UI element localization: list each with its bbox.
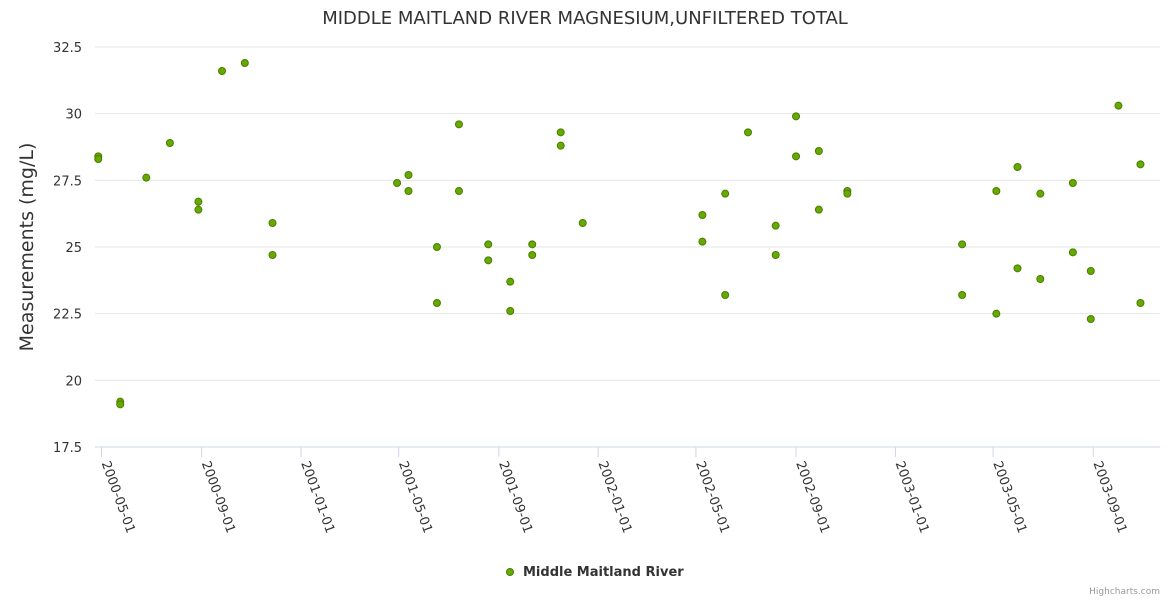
axes [95, 446, 1160, 457]
data-point[interactable] [94, 155, 103, 163]
legend-marker-icon [506, 568, 514, 576]
y-axis-tick-labels: 17.5 20 22.5 25 27.5 30 32.5 [53, 41, 82, 456]
y-axis-title: Measurements (mg/L) [16, 143, 38, 352]
data-point[interactable] [792, 112, 801, 121]
y-tick-label: 25 [65, 241, 82, 256]
data-point[interactable] [556, 128, 565, 137]
data-point[interactable] [1114, 101, 1123, 110]
credits-link[interactable]: Highcharts.com [1089, 587, 1160, 597]
data-point[interactable] [240, 59, 249, 67]
data-point[interactable] [958, 240, 967, 249]
data-point[interactable] [528, 251, 537, 259]
data-point[interactable] [744, 128, 753, 137]
data-point[interactable] [1036, 189, 1045, 198]
data-point[interactable] [992, 309, 1001, 318]
data-point[interactable] [843, 189, 852, 198]
data-point[interactable] [404, 171, 413, 179]
data-point[interactable] [393, 179, 402, 187]
y-tick-label: 30 [65, 108, 82, 123]
y-tick-label: 32.5 [53, 41, 82, 56]
data-point[interactable] [556, 141, 565, 150]
data-point[interactable] [721, 189, 730, 198]
data-point[interactable] [484, 256, 493, 265]
data-point[interactable] [1136, 160, 1145, 169]
data-point[interactable] [454, 120, 463, 129]
data-point[interactable] [814, 205, 823, 214]
data-point[interactable] [404, 187, 413, 195]
chart-title: MIDDLE MAITLAND RIVER MAGNESIUM,UNFILTER… [322, 8, 848, 29]
data-point[interactable] [142, 173, 151, 182]
data-point[interactable] [771, 221, 780, 230]
data-point[interactable] [528, 240, 537, 249]
data-point[interactable] [792, 152, 801, 161]
data-point[interactable] [268, 219, 277, 227]
data-point[interactable] [1036, 275, 1045, 283]
data-points [94, 59, 1145, 409]
y-tick-label: 27.5 [53, 174, 82, 189]
data-point[interactable] [194, 205, 203, 214]
data-point[interactable] [958, 291, 967, 299]
data-point[interactable] [1068, 179, 1077, 187]
data-point[interactable] [484, 240, 493, 249]
data-point[interactable] [506, 307, 515, 315]
data-point[interactable] [1068, 248, 1077, 257]
data-point[interactable] [578, 219, 587, 227]
legend[interactable]: Middle Maitland River [506, 565, 685, 580]
y-tick-label: 17.5 [53, 441, 82, 456]
data-point[interactable] [814, 147, 823, 155]
y-tick-label: 22.5 [53, 308, 82, 323]
grid-lines [95, 46, 1160, 381]
data-point[interactable] [721, 291, 730, 299]
data-point[interactable] [992, 187, 1001, 195]
data-point[interactable] [1013, 264, 1022, 273]
data-point[interactable] [432, 299, 441, 307]
data-point[interactable] [1013, 163, 1022, 171]
data-point[interactable] [1086, 315, 1095, 323]
data-point[interactable] [165, 139, 174, 147]
data-point[interactable] [506, 277, 515, 286]
data-point[interactable] [432, 243, 441, 251]
y-tick-label: 20 [65, 374, 82, 389]
data-point[interactable] [268, 251, 277, 259]
data-point[interactable] [116, 400, 125, 409]
data-point[interactable] [1136, 299, 1145, 307]
data-point[interactable] [771, 251, 780, 259]
legend-label[interactable]: Middle Maitland River [523, 565, 684, 580]
data-point[interactable] [218, 67, 227, 75]
data-point[interactable] [454, 187, 463, 195]
data-point[interactable] [1086, 267, 1095, 275]
data-point[interactable] [698, 237, 707, 246]
data-point[interactable] [698, 211, 707, 219]
data-point[interactable] [194, 197, 203, 206]
